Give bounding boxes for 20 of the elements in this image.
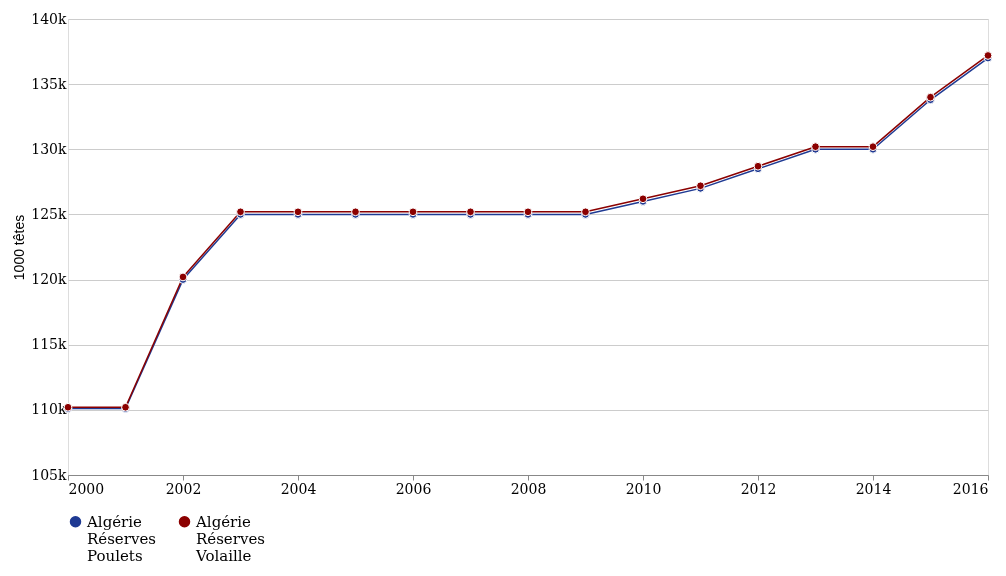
y-tick-label: 120k: [31, 271, 67, 288]
x-tick-label: 2002: [165, 480, 202, 497]
y-tick-label: 130k: [31, 140, 67, 157]
x-tick-label: 2010: [625, 480, 662, 497]
y-axis-title: 1000 têtes: [11, 214, 28, 281]
legend-label: Algérie Réserves Volaille: [195, 512, 265, 565]
x-tick-label: 2000: [68, 480, 105, 497]
legend-label: Algérie Réserves Poulets: [86, 512, 156, 565]
y-tick-label: 115k: [31, 336, 67, 353]
x-tick-label: 2004: [280, 480, 317, 497]
x-tick-label: 2008: [510, 480, 547, 497]
y-tick-label: 125k: [31, 205, 67, 222]
x-tick-label: 2014: [855, 480, 892, 497]
x-tick-label: 2012: [740, 480, 777, 497]
y-tick-label: 105k: [31, 466, 67, 483]
x-tick-label: 2006: [395, 480, 432, 497]
y-tick-label: 110k: [31, 401, 67, 418]
y-tick-label: 140k: [31, 10, 67, 27]
x-tick-label: 2016: [952, 480, 989, 497]
y-tick-label: 135k: [31, 75, 67, 92]
